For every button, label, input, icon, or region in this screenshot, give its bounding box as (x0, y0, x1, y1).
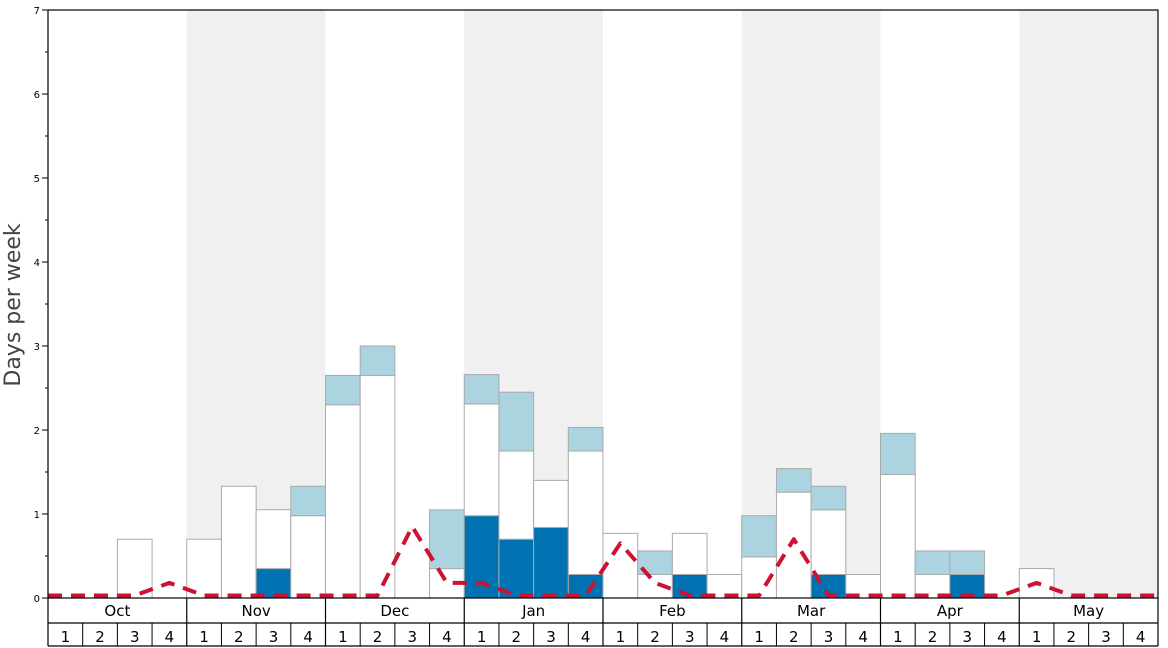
week-label: 2 (512, 628, 522, 646)
trend-line (48, 524, 1158, 598)
month-label: Feb (659, 602, 686, 620)
y-tick-label: 0 (34, 594, 40, 605)
week-label: 4 (165, 628, 175, 646)
bar-segment-white (463, 403, 500, 517)
bar-segment-light (429, 509, 465, 570)
week-label: 2 (234, 628, 244, 646)
week-label: 4 (303, 628, 313, 646)
week-label: 2 (373, 628, 383, 646)
week-label: 1 (1032, 628, 1042, 646)
bar-segment-white (810, 509, 847, 575)
bar-segment-white (290, 515, 326, 599)
y-axis-label: Days per week (1, 223, 26, 386)
bar-segment-white (116, 538, 153, 599)
month-label: Apr (937, 602, 964, 620)
week-label: 3 (824, 628, 834, 646)
week-label: 2 (928, 628, 938, 646)
y-tick-label: 3 (34, 342, 40, 353)
month-bands (186, 10, 1158, 598)
week-label: 4 (442, 628, 452, 646)
bars (116, 345, 1055, 599)
bar-segment-white (880, 474, 916, 599)
week-label: 2 (650, 628, 660, 646)
line-series (48, 524, 1158, 598)
week-label: 2 (789, 628, 799, 646)
y-tick-label: 2 (34, 426, 40, 437)
week-label: 1 (61, 628, 71, 646)
week-label: 2 (1067, 628, 1077, 646)
bar-segment-white (775, 491, 812, 599)
week-label: 3 (546, 628, 556, 646)
week-label: 4 (1136, 628, 1146, 646)
bar-segment-light (880, 432, 916, 476)
bar-segment-light (325, 374, 361, 406)
week-label: 1 (893, 628, 903, 646)
week-label: 3 (407, 628, 417, 646)
bar-segment-white (567, 450, 604, 575)
y-tick-label: 4 (34, 258, 40, 269)
y-tick-label: 5 (34, 174, 40, 185)
bar-segment-white (533, 479, 569, 528)
bar-segment-dark (463, 515, 500, 599)
week-label: 3 (1101, 628, 1111, 646)
week-label: 1 (338, 628, 348, 646)
month-label: Dec (380, 602, 409, 620)
week-label: 4 (997, 628, 1007, 646)
week-label: 3 (269, 628, 279, 646)
bar-segment-light (463, 374, 500, 405)
month-label: Mar (797, 602, 826, 620)
week-label: 1 (754, 628, 764, 646)
y-tick-label: 6 (34, 90, 40, 101)
week-label: 3 (685, 628, 695, 646)
month-band-may (1019, 10, 1158, 598)
month-label: Oct (104, 602, 130, 620)
week-label: 4 (581, 628, 591, 646)
week-label: 3 (962, 628, 972, 646)
week-label: 1 (477, 628, 487, 646)
bar-segment-light (914, 550, 951, 575)
bar-segment-light (290, 485, 326, 517)
bar-segment-white (325, 404, 361, 599)
bar-segment-dark (498, 538, 535, 599)
month-label: May (1073, 602, 1104, 620)
bar-segment-light (810, 485, 847, 511)
month-label: Nov (241, 602, 270, 620)
week-label: 2 (95, 628, 105, 646)
bar-segment-white (186, 538, 222, 599)
bar-segment-white (359, 374, 396, 599)
week-label: 1 (616, 628, 626, 646)
y-axis: 0 1 2 3 4 5 6 7 (34, 6, 48, 605)
week-label: 1 (199, 628, 209, 646)
bar-segment-light (949, 550, 986, 575)
bar-segment-light (567, 426, 604, 452)
week-label: 4 (720, 628, 730, 646)
week-label: 4 (858, 628, 868, 646)
y-tick-label: 7 (34, 6, 40, 17)
x-axis: Oct 1 2 3 4 Nov 1 2 3 4 Dec 1 2 3 4 Jan 1 2 3 4 Feb 1 2 3 4 Mar 1 2… (47, 598, 1159, 647)
bar-segment-light (775, 468, 812, 493)
bar-segment-white (498, 450, 535, 540)
bar-segment-dark (533, 526, 569, 599)
bar-segment-light (359, 345, 396, 376)
bar-segment-light (741, 515, 777, 558)
bar-segment-white (255, 509, 292, 570)
bar-segment-light (498, 391, 535, 452)
y-tick-label: 1 (34, 510, 40, 521)
bar-segment-white (671, 532, 708, 575)
month-label: Jan (521, 602, 545, 620)
bar-segment-white (220, 485, 257, 599)
week-label: 3 (130, 628, 140, 646)
